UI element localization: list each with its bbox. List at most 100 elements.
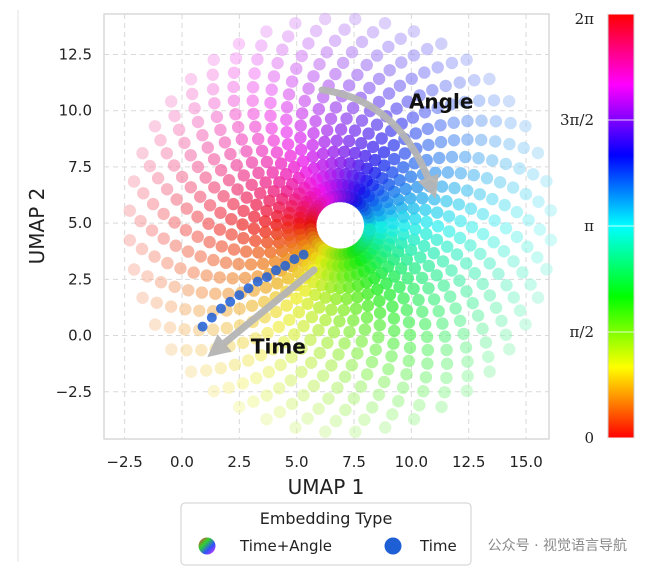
scatter-point <box>383 288 397 301</box>
scatter-point <box>203 235 216 249</box>
scatter-point <box>418 106 432 119</box>
scatter-point <box>254 187 267 200</box>
scatter-point <box>382 40 395 53</box>
scatter-point <box>435 37 448 50</box>
scatter-point <box>184 73 198 86</box>
scatter-point <box>422 138 435 152</box>
scatter-point <box>419 317 432 331</box>
scatter-point <box>383 64 396 77</box>
scatter-point <box>254 349 268 362</box>
scatter-point <box>324 112 338 126</box>
scatter-point <box>157 207 170 221</box>
scatter-point <box>136 147 149 160</box>
scatter-point <box>307 379 320 392</box>
scatter-point <box>408 262 421 275</box>
scatter-point <box>280 168 293 181</box>
scatter-point <box>260 25 273 38</box>
scatter-point <box>214 123 227 137</box>
scatter-point <box>404 170 418 183</box>
scatter-point <box>378 375 391 389</box>
scatter-point <box>395 262 408 275</box>
time-point <box>197 321 208 332</box>
scatter-point <box>280 299 293 312</box>
scatter-point <box>397 228 410 241</box>
scatter-point <box>349 12 362 26</box>
scatter-point <box>378 17 392 30</box>
scatter-point <box>419 371 433 384</box>
scatter-point <box>407 25 421 38</box>
scatter-point <box>387 337 400 350</box>
scatter-point <box>540 175 553 188</box>
scatter-point <box>435 400 448 414</box>
scatter-point <box>349 425 362 438</box>
scatter-point <box>476 322 489 335</box>
scatter-point <box>342 134 356 148</box>
scatter-point <box>497 245 511 258</box>
scatter-point <box>264 246 277 259</box>
scatter-point <box>338 23 351 36</box>
scatter-point <box>207 53 220 66</box>
scatter-point <box>373 294 386 308</box>
scatter-point <box>319 425 332 438</box>
scatter-point <box>430 269 443 282</box>
scatter-point <box>260 389 273 402</box>
scatter-point <box>148 120 162 133</box>
y-tick-label: 0.0 <box>68 327 92 345</box>
scatter-point <box>194 190 207 203</box>
scatter-point <box>167 159 181 172</box>
scatter-point <box>363 81 376 95</box>
scatter-point <box>390 102 403 115</box>
scatter-point <box>201 141 214 154</box>
scatter-point <box>260 155 274 169</box>
watermark: 公众号 · 视觉语言导航 <box>488 538 627 554</box>
scatter-point <box>199 171 212 184</box>
x-axis-ticks: −2.5 0.0 2.5 5.0 7.5 10.0 12.5 15.0 <box>106 453 542 471</box>
scatter-point <box>499 157 512 171</box>
scatter-point <box>245 178 258 191</box>
x-tick-label: 7.5 <box>342 453 366 471</box>
scatter-point <box>269 305 283 319</box>
colorbar-tick-label: π/2 <box>570 323 594 341</box>
scatter-point <box>225 228 238 241</box>
scatter-point <box>440 371 453 385</box>
scatter-point <box>271 56 284 70</box>
scatter-point <box>233 302 246 315</box>
scatter-point <box>345 359 358 372</box>
scatter-point <box>150 296 163 309</box>
time-point <box>289 254 300 265</box>
scatter-point <box>160 183 174 196</box>
scatter-point <box>232 37 246 51</box>
scatter-point <box>483 289 496 302</box>
scatter-point <box>187 266 200 279</box>
scatter-point <box>522 214 535 227</box>
scatter-point <box>454 167 467 180</box>
scatter-point <box>161 256 174 270</box>
scatter-point <box>342 79 356 92</box>
scatter-point <box>207 253 220 267</box>
scatter-point <box>531 291 545 304</box>
scatter-point <box>227 80 240 94</box>
scatter-point <box>415 271 429 285</box>
scatter-point <box>267 70 281 83</box>
scatter-point <box>399 182 412 196</box>
scatter-point <box>544 204 557 217</box>
scatter-point <box>420 330 434 344</box>
scatter-point <box>151 172 165 185</box>
scatter-point <box>338 337 351 350</box>
scatter-point <box>284 149 297 163</box>
scatter-point <box>282 88 296 101</box>
scatter-point <box>487 236 500 249</box>
scatter-point <box>464 239 477 252</box>
scatter-point <box>206 68 219 81</box>
scatter-point <box>355 114 369 127</box>
scatter-point <box>247 222 261 235</box>
scatter-point <box>355 137 368 150</box>
scatter-point <box>195 286 209 299</box>
scatter-point <box>318 12 332 26</box>
scatter-point <box>312 324 325 337</box>
scatter-point <box>438 330 452 343</box>
scatter-point <box>403 341 417 354</box>
time-point <box>234 290 245 301</box>
scatter-point <box>400 303 413 317</box>
scatter-point <box>475 114 488 127</box>
